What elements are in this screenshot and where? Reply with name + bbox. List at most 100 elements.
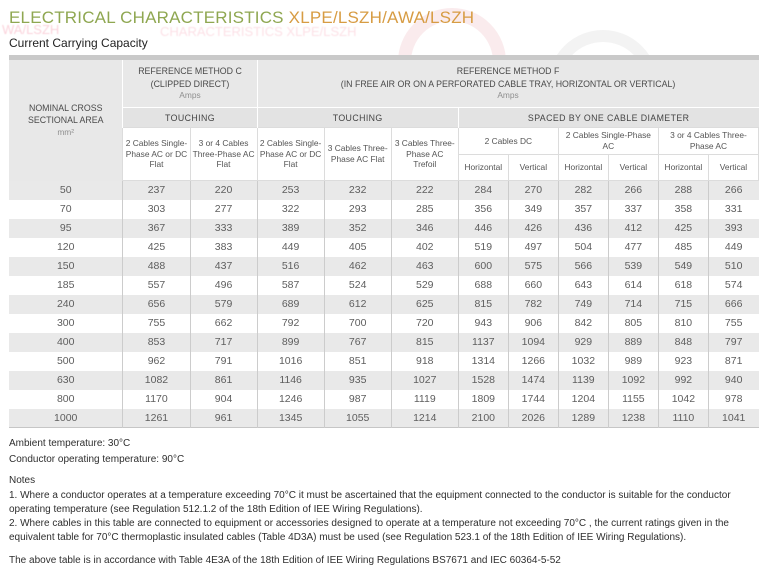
current-rating-cell: 717 <box>189 332 258 352</box>
current-rating-cell: 2100 <box>457 408 509 428</box>
header-nominal-title: NOMINAL CROSS SECTIONAL AREA <box>27 103 104 126</box>
current-rating-cell: 1261 <box>122 408 190 428</box>
current-rating-cell: 426 <box>507 218 559 238</box>
current-rating-cell: 232 <box>323 180 392 200</box>
current-rating-cell: 815 <box>390 332 459 352</box>
table-row: 400 853 717 899 767 815 1137 1094 929 889 848 797 <box>9 332 759 352</box>
current-rating-cell: 2026 <box>507 408 559 428</box>
ambient-temperature-note: Ambient temperature: 30°C <box>9 438 131 449</box>
nominal-area-cell: 185 <box>56 279 75 291</box>
current-rating-cell: 662 <box>189 313 258 333</box>
current-rating-cell: 529 <box>390 275 459 295</box>
current-rating-cell: 660 <box>507 275 559 295</box>
current-rating-cell: 575 <box>507 256 559 276</box>
current-rating-cell: 810 <box>657 313 709 333</box>
col-header-3or4c-three-phase-flat-c: 3 or 4 Cables Three-Phase AC Flat <box>189 127 258 181</box>
group-header-3or4-cables-three-phase-ac: 3 or 4 Cables Three-Phase AC <box>657 127 760 155</box>
method-f-title: REFERENCE METHOD F <box>456 66 560 77</box>
current-rating-cell: 412 <box>607 218 659 238</box>
current-rating-cell: 904 <box>189 389 258 409</box>
current-carrying-capacity-table: NOMINAL CROSS SECTIONAL AREA mm² REFEREN… <box>9 55 760 428</box>
current-rating-cell: 1016 <box>256 351 325 371</box>
current-rating-cell: 425 <box>122 237 190 257</box>
nominal-area-cell: 70 <box>59 203 72 215</box>
nominal-area-cell: 630 <box>56 374 75 386</box>
current-rating-cell: 943 <box>457 313 509 333</box>
current-rating-cell: 1092 <box>607 370 659 390</box>
current-rating-cell: 266 <box>607 180 659 200</box>
current-rating-cell: 574 <box>707 275 759 295</box>
current-rating-cell: 425 <box>657 218 709 238</box>
table-row: 120 425 383 449 405 402 519 497 504 477 485 449 <box>9 237 759 257</box>
col-header-2c-single-phase-flat-c: 2 Cables Single-Phase AC or DC Flat <box>122 127 191 181</box>
current-rating-cell: 987 <box>323 389 392 409</box>
col-header-horizontal: Horizontal <box>457 154 509 181</box>
current-rating-cell: 488 <box>122 256 190 276</box>
table-header: NOMINAL CROSS SECTIONAL AREA mm² REFEREN… <box>9 57 760 181</box>
current-rating-cell: 282 <box>557 180 609 200</box>
table-row: 630 1082 861 1146 935 1027 1528 1474 1139 1092 992… <box>9 370 759 390</box>
col-header-2c-single-phase-flat-f: 2 Cables Single-Phase AC or DC Flat <box>256 127 325 181</box>
current-rating-cell: 284 <box>457 180 509 200</box>
current-rating-cell: 1119 <box>390 389 459 409</box>
col-header-vertical: Vertical <box>507 154 559 181</box>
current-rating-cell: 1110 <box>657 408 709 428</box>
current-rating-cell: 755 <box>707 313 759 333</box>
page-title: ELECTRICAL CHARACTERISTICS XLPE/LSZH/AWA… <box>9 8 759 28</box>
current-rating-cell: 346 <box>390 218 459 238</box>
current-rating-cell: 755 <box>122 313 190 333</box>
current-rating-cell: 222 <box>390 180 459 200</box>
table-row: 300 755 662 792 700 720 943 906 842 805 810 755 <box>9 313 759 333</box>
current-rating-cell: 600 <box>457 256 509 276</box>
current-rating-cell: 625 <box>390 294 459 314</box>
current-rating-cell: 437 <box>189 256 258 276</box>
current-rating-cell: 848 <box>657 332 709 352</box>
current-rating-cell: 516 <box>256 256 325 276</box>
current-rating-cell: 720 <box>390 313 459 333</box>
table-row: 95 367 333 389 352 346 446 426 436 412 425 393 <box>9 218 759 238</box>
current-rating-cell: 497 <box>507 237 559 257</box>
current-rating-cell: 792 <box>256 313 325 333</box>
current-rating-cell: 356 <box>457 199 509 219</box>
current-rating-cell: 1246 <box>256 389 325 409</box>
current-rating-cell: 889 <box>607 332 659 352</box>
accordance-note: The above table is in accordance with Ta… <box>9 555 561 566</box>
current-rating-cell: 1170 <box>122 389 190 409</box>
current-rating-cell: 1474 <box>507 370 559 390</box>
current-rating-cell: 277 <box>189 199 258 219</box>
current-rating-cell: 220 <box>189 180 258 200</box>
nominal-area-cell: 95 <box>59 222 72 234</box>
table-row: 240 656 579 689 612 625 815 782 749 714 715 666 <box>9 294 759 314</box>
section-subtitle: Current Carrying Capacity <box>9 36 148 50</box>
current-rating-cell: 1204 <box>557 389 609 409</box>
current-rating-cell: 253 <box>256 180 325 200</box>
col-header-horizontal: Horizontal <box>557 154 609 181</box>
note-2: 2. Where cables in this table are connec… <box>9 518 729 543</box>
current-rating-cell: 688 <box>457 275 509 295</box>
current-rating-cell: 322 <box>256 199 325 219</box>
current-rating-cell: 805 <box>607 313 659 333</box>
current-rating-cell: 331 <box>707 199 759 219</box>
current-rating-cell: 1027 <box>390 370 459 390</box>
current-rating-cell: 749 <box>557 294 609 314</box>
current-rating-cell: 402 <box>390 237 459 257</box>
current-rating-cell: 978 <box>707 389 759 409</box>
table-row: 70 303 277 322 293 285 356 349 357 337 358 331 <box>9 199 759 219</box>
current-rating-cell: 266 <box>707 180 759 200</box>
current-rating-cell: 935 <box>323 370 392 390</box>
col-header-3c-three-phase-flat-f: 3 Cables Three-Phase AC Flat <box>323 127 392 181</box>
table-row: 50 237 220 253 232 222 284 270 282 266 288 266 <box>9 180 759 200</box>
current-rating-cell: 1345 <box>256 408 325 428</box>
current-rating-cell: 383 <box>189 237 258 257</box>
current-rating-cell: 861 <box>189 370 258 390</box>
col-header-vertical: Vertical <box>607 154 659 181</box>
current-rating-cell: 1032 <box>557 351 609 371</box>
current-rating-cell: 462 <box>323 256 392 276</box>
current-rating-cell: 842 <box>557 313 609 333</box>
current-rating-cell: 539 <box>607 256 659 276</box>
current-rating-cell: 666 <box>707 294 759 314</box>
current-rating-cell: 303 <box>122 199 190 219</box>
current-rating-cell: 700 <box>323 313 392 333</box>
current-rating-cell: 333 <box>189 218 258 238</box>
current-rating-cell: 992 <box>657 370 709 390</box>
